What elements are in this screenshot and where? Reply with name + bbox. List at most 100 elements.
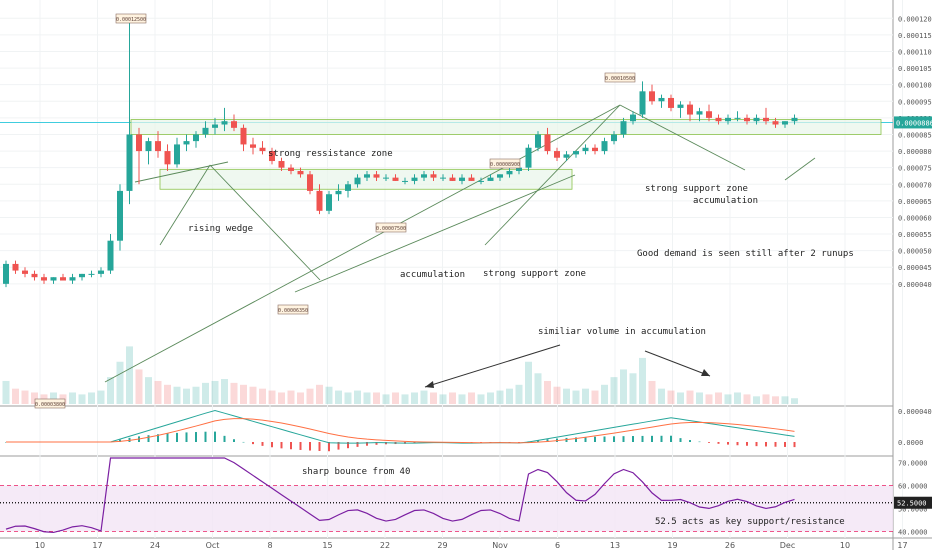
candle-body[interactable] bbox=[516, 167, 522, 171]
candle-body[interactable] bbox=[525, 147, 532, 168]
candle-body[interactable] bbox=[335, 190, 342, 195]
candle-body[interactable] bbox=[364, 174, 370, 178]
candle-body[interactable] bbox=[535, 134, 541, 148]
volume-bar bbox=[287, 390, 295, 404]
candle-body[interactable] bbox=[497, 174, 503, 178]
candle-body[interactable] bbox=[611, 134, 617, 142]
candle-body[interactable] bbox=[753, 117, 760, 122]
candle-body[interactable] bbox=[772, 121, 779, 125]
candle-body[interactable] bbox=[183, 141, 190, 145]
candle-body[interactable] bbox=[677, 104, 684, 108]
candle-body[interactable] bbox=[79, 273, 85, 278]
candle-body[interactable] bbox=[155, 141, 161, 152]
candle-body[interactable] bbox=[145, 141, 152, 152]
candle-body[interactable] bbox=[639, 91, 646, 115]
candle-body[interactable] bbox=[50, 277, 57, 281]
candle-body[interactable] bbox=[554, 151, 560, 158]
candle-body[interactable] bbox=[354, 177, 361, 185]
candle-body[interactable] bbox=[288, 167, 294, 171]
candle-body[interactable] bbox=[345, 184, 351, 191]
candle-body[interactable] bbox=[544, 134, 551, 152]
candle-body[interactable] bbox=[193, 134, 199, 142]
candle-body[interactable] bbox=[563, 154, 570, 158]
candle-body[interactable] bbox=[620, 121, 627, 135]
candle-body[interactable] bbox=[373, 174, 380, 178]
candle-body[interactable] bbox=[402, 180, 408, 182]
candle-body[interactable] bbox=[687, 104, 693, 115]
macd-histogram-bar bbox=[717, 442, 720, 444]
candle-body[interactable] bbox=[41, 277, 47, 281]
candle-body[interactable] bbox=[278, 161, 285, 168]
candle-body[interactable] bbox=[449, 177, 456, 181]
candle-body[interactable] bbox=[326, 194, 332, 211]
candle-body[interactable] bbox=[478, 180, 484, 182]
candle-body[interactable] bbox=[459, 177, 465, 181]
candle-body[interactable] bbox=[658, 97, 665, 102]
candle-body[interactable] bbox=[649, 91, 655, 102]
candle-body[interactable] bbox=[107, 240, 114, 271]
candle-body[interactable] bbox=[440, 177, 446, 179]
candle-body[interactable] bbox=[250, 144, 256, 148]
candle-body[interactable] bbox=[601, 141, 608, 152]
candle-body[interactable] bbox=[88, 273, 95, 275]
candle-body[interactable] bbox=[202, 127, 209, 135]
candles-layer[interactable] bbox=[3, 18, 798, 288]
candle-body[interactable] bbox=[126, 134, 133, 191]
candle-body[interactable] bbox=[174, 144, 180, 165]
candle-body[interactable] bbox=[259, 147, 266, 152]
candle-body[interactable] bbox=[791, 117, 798, 122]
candle-body[interactable] bbox=[12, 263, 19, 271]
macd-histogram-bar bbox=[176, 432, 178, 442]
candle-body[interactable] bbox=[630, 114, 636, 122]
candle-body[interactable] bbox=[763, 117, 769, 122]
current-price-badge bbox=[894, 116, 932, 129]
candle-body[interactable] bbox=[782, 121, 788, 125]
candle-body[interactable] bbox=[696, 111, 703, 115]
candle-body[interactable] bbox=[706, 111, 712, 118]
date-tick-label: Oct bbox=[206, 541, 220, 550]
candle-body[interactable] bbox=[240, 127, 247, 145]
candle-body[interactable] bbox=[98, 270, 104, 274]
annotation-good-demand: Good demand is seen still after 2 runups bbox=[637, 249, 854, 259]
candle-body[interactable] bbox=[297, 170, 304, 175]
candle-body[interactable] bbox=[60, 277, 66, 281]
candle-body[interactable] bbox=[506, 170, 513, 175]
candle-body[interactable] bbox=[411, 177, 418, 181]
candle-body[interactable] bbox=[725, 117, 731, 122]
candle-body[interactable] bbox=[668, 97, 674, 108]
candle-body[interactable] bbox=[307, 174, 313, 191]
candle-body[interactable] bbox=[573, 151, 579, 155]
macd-histogram-bar bbox=[746, 442, 748, 446]
candle-body[interactable] bbox=[421, 174, 427, 178]
candle-body[interactable] bbox=[734, 117, 741, 119]
candle-body[interactable] bbox=[592, 147, 598, 152]
candle-body[interactable] bbox=[3, 263, 9, 284]
candle-body[interactable] bbox=[22, 270, 28, 274]
candle-body[interactable] bbox=[164, 151, 171, 165]
candle-body[interactable] bbox=[136, 134, 142, 152]
candle-body[interactable] bbox=[715, 117, 722, 122]
candle-body[interactable] bbox=[212, 124, 218, 128]
candle-body[interactable] bbox=[383, 177, 389, 179]
volume-bar bbox=[439, 394, 447, 404]
trendlines-layer bbox=[104, 104, 816, 383]
arrow-right bbox=[644, 350, 711, 377]
candle-body[interactable] bbox=[392, 177, 399, 181]
price-tick-label: 0.00007500 bbox=[898, 165, 932, 173]
candle-body[interactable] bbox=[69, 277, 76, 281]
candle-body[interactable] bbox=[744, 117, 750, 122]
candle-body[interactable] bbox=[231, 121, 237, 128]
candle-body[interactable] bbox=[468, 177, 475, 181]
candle-body[interactable] bbox=[430, 174, 437, 178]
candle-body[interactable] bbox=[31, 273, 38, 278]
volume-bar bbox=[335, 390, 342, 404]
candle-body[interactable] bbox=[117, 190, 123, 241]
candle-body[interactable] bbox=[582, 147, 589, 152]
candle-body[interactable] bbox=[316, 190, 323, 211]
candle-body[interactable] bbox=[269, 151, 275, 162]
volume-bar bbox=[268, 390, 276, 404]
candle-body[interactable] bbox=[487, 177, 494, 181]
candle-body[interactable] bbox=[221, 121, 228, 125]
